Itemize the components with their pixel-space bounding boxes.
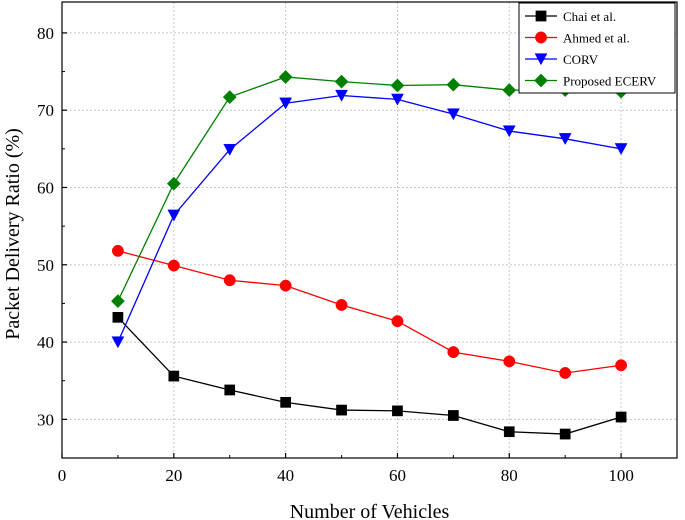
series-group	[110, 70, 629, 440]
y-tick-label: 60	[37, 178, 54, 197]
data-point	[502, 125, 516, 138]
data-point	[503, 355, 516, 368]
legend-marker	[534, 73, 548, 88]
data-point	[278, 70, 293, 84]
data-point	[167, 259, 180, 272]
data-point	[111, 244, 124, 257]
y-tick-label: 30	[37, 410, 54, 429]
data-point	[336, 404, 347, 416]
y-tick-label: 50	[37, 256, 54, 275]
x-tick-label: 60	[389, 466, 406, 485]
data-point	[392, 405, 403, 417]
x-tick-label: 20	[165, 466, 182, 485]
x-tick-label: 100	[608, 466, 634, 485]
series-line	[117, 250, 622, 374]
data-point	[502, 83, 517, 98]
data-point	[223, 143, 237, 156]
data-point	[391, 315, 404, 328]
legend-label: Proposed ECERV	[563, 74, 657, 89]
series-1	[111, 244, 628, 379]
data-point	[335, 89, 348, 102]
data-point	[110, 294, 125, 309]
data-point	[166, 176, 181, 191]
data-point	[446, 108, 460, 121]
x-tick-label: 40	[277, 466, 294, 485]
series-2	[111, 89, 628, 349]
data-point	[503, 426, 515, 438]
legend: Chai et al. Ahmed et al. CORV Proposed ECER…	[518, 2, 676, 94]
data-point	[559, 428, 571, 440]
data-point	[614, 143, 628, 156]
data-point	[168, 370, 180, 382]
series-line	[117, 76, 622, 302]
series-0	[112, 311, 627, 440]
data-point	[111, 336, 125, 349]
data-point	[279, 97, 293, 110]
data-point	[112, 311, 124, 323]
data-point	[334, 74, 349, 89]
plot-frame	[61, 1, 678, 459]
data-point	[222, 90, 237, 105]
data-point	[224, 384, 236, 396]
x-tick-label: 80	[501, 466, 518, 485]
axis-ticks: 0 20 40 60 80 100 30 40 50 60 70 80	[37, 24, 634, 485]
legend-marker	[534, 53, 548, 66]
series-line	[117, 316, 622, 435]
data-point	[390, 78, 405, 93]
x-axis-title: Number of Vehicles	[290, 501, 450, 520]
series-line	[117, 94, 622, 343]
legend-label: CORV	[563, 52, 599, 67]
y-axis-title: Packet Delivery Ratio (%)	[2, 128, 24, 340]
data-point	[615, 411, 627, 423]
data-point	[448, 410, 459, 421]
data-point	[391, 93, 404, 106]
legend-marker	[535, 31, 547, 44]
y-tick-label: 40	[37, 333, 54, 352]
legend-label: Chai et al.	[563, 9, 616, 24]
data-point	[335, 299, 348, 311]
data-point	[279, 279, 292, 292]
y-tick-label: 80	[37, 24, 54, 43]
y-tick-label: 70	[37, 101, 54, 120]
data-point	[446, 77, 461, 92]
data-point	[280, 397, 291, 408]
data-point	[167, 209, 181, 222]
data-point	[558, 133, 572, 146]
data-point	[559, 367, 572, 379]
series-3	[110, 70, 629, 309]
data-point	[223, 274, 236, 287]
legend-marker	[535, 10, 547, 22]
x-tick-label: 0	[58, 466, 67, 485]
data-point	[615, 359, 628, 372]
legend-label: Ahmed et al.	[563, 31, 630, 46]
data-point	[447, 346, 460, 359]
